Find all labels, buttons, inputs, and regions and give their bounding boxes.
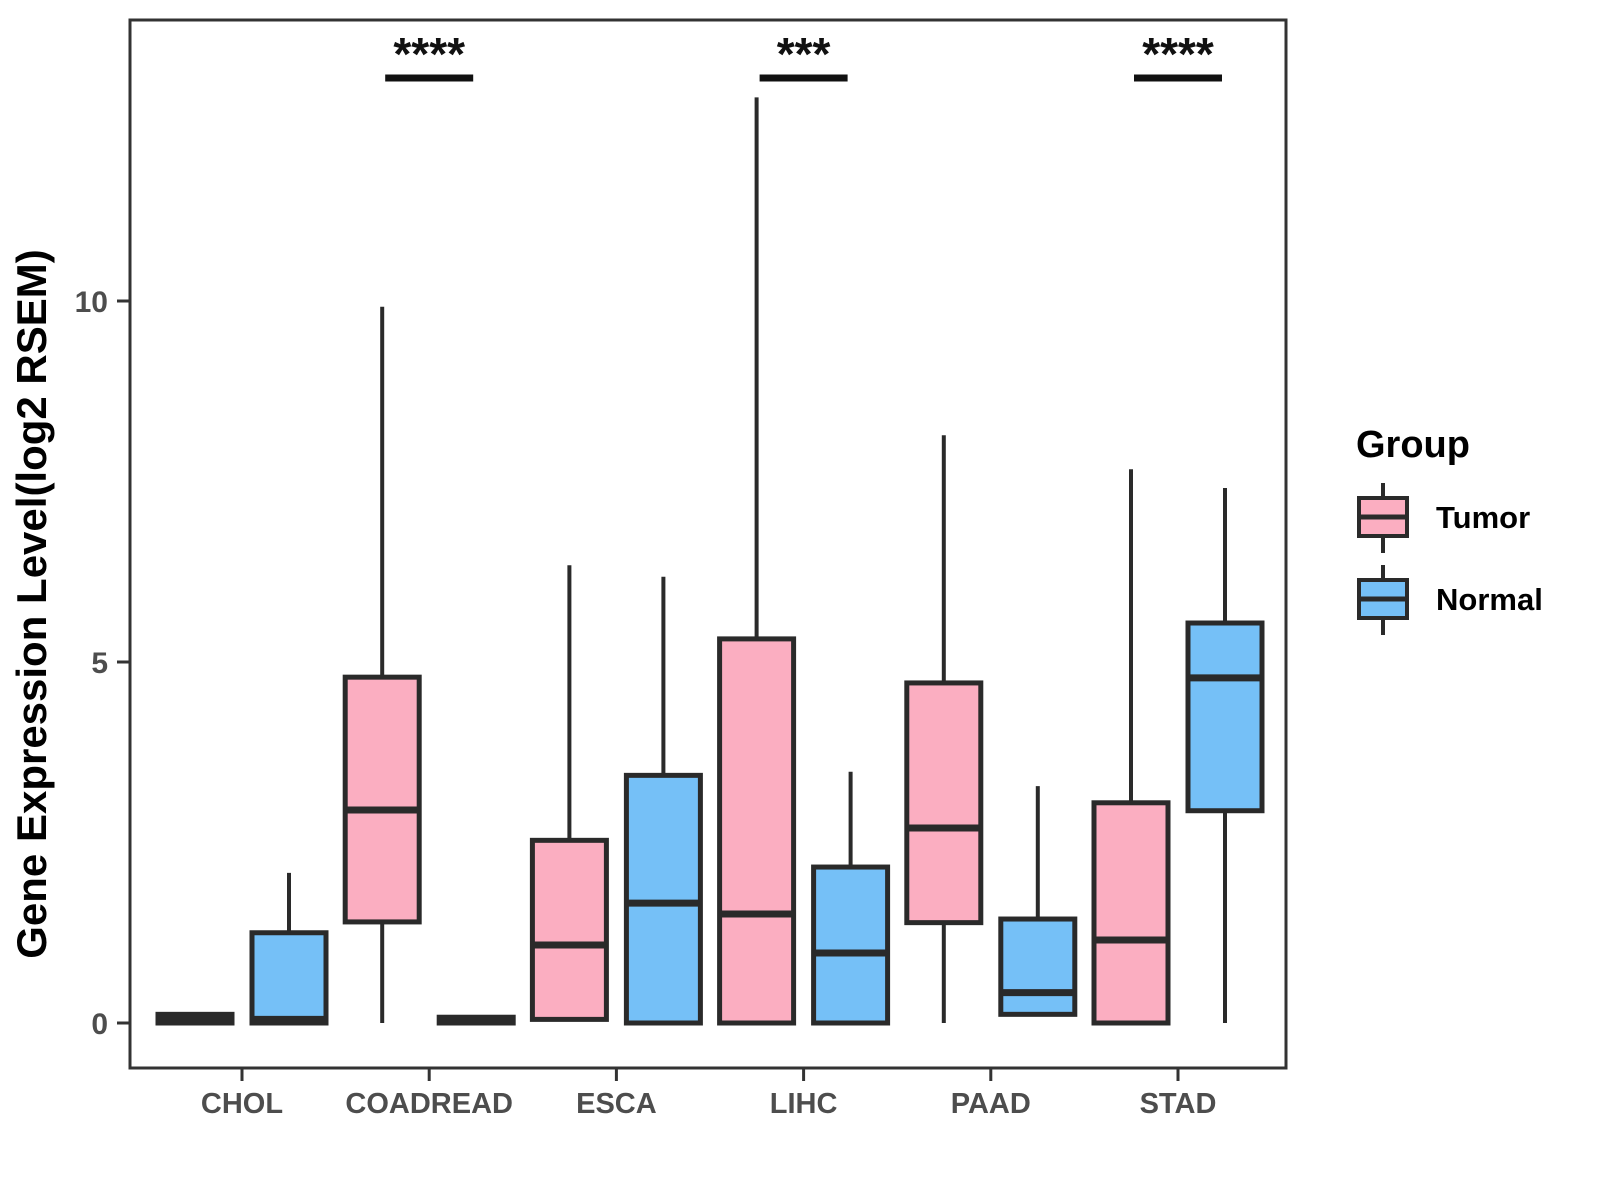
x-tick-label-LIHC: LIHC bbox=[770, 1088, 838, 1120]
tumor-boxplot-glyph-icon bbox=[1357, 483, 1409, 553]
legend-item-normal: Normal bbox=[1356, 565, 1600, 635]
legend-title: Group bbox=[1356, 424, 1470, 466]
legend-item-tumor: Tumor bbox=[1356, 483, 1600, 553]
normal-boxplot-glyph-icon bbox=[1357, 565, 1409, 635]
panel-border bbox=[128, 18, 1288, 1070]
y-tick-label-10: 10 bbox=[75, 286, 108, 319]
y-axis-title: Gene Expression Level(log2 RSEM) bbox=[8, 249, 55, 959]
box-STAD-Tumor bbox=[1091, 800, 1171, 1026]
x-tick-label-PAAD: PAAD bbox=[951, 1088, 1031, 1120]
sig-label-COADREAD: **** bbox=[393, 28, 465, 80]
y-tick-label-5: 5 bbox=[91, 647, 108, 680]
legend-label-tumor: Tumor bbox=[1436, 500, 1531, 535]
box-LIHC-Normal bbox=[811, 864, 891, 1026]
box-CHOL-Normal bbox=[249, 930, 329, 1026]
box-PAAD-Normal bbox=[998, 916, 1078, 1017]
box-ESCA-Normal bbox=[623, 772, 703, 1026]
x-tick-label-COADREAD: COADREAD bbox=[345, 1088, 513, 1120]
x-tick-label-CHOL: CHOL bbox=[201, 1088, 283, 1120]
box-COADREAD-Tumor bbox=[342, 674, 422, 925]
y-tick-label-0: 0 bbox=[91, 1008, 108, 1041]
legend-label-normal: Normal bbox=[1436, 582, 1543, 617]
box-STAD-Normal bbox=[1185, 620, 1265, 814]
x-tick-label-STAD: STAD bbox=[1140, 1088, 1217, 1120]
box-LIHC-Tumor bbox=[717, 636, 797, 1026]
sig-label-LIHC: *** bbox=[777, 28, 831, 80]
sig-label-STAD: **** bbox=[1142, 28, 1214, 80]
box-ESCA-Tumor bbox=[529, 837, 609, 1022]
x-tick-label-ESCA: ESCA bbox=[576, 1088, 657, 1120]
legend: Group Tumor Normal bbox=[1330, 424, 1600, 635]
box-PAAD-Tumor bbox=[904, 680, 984, 926]
